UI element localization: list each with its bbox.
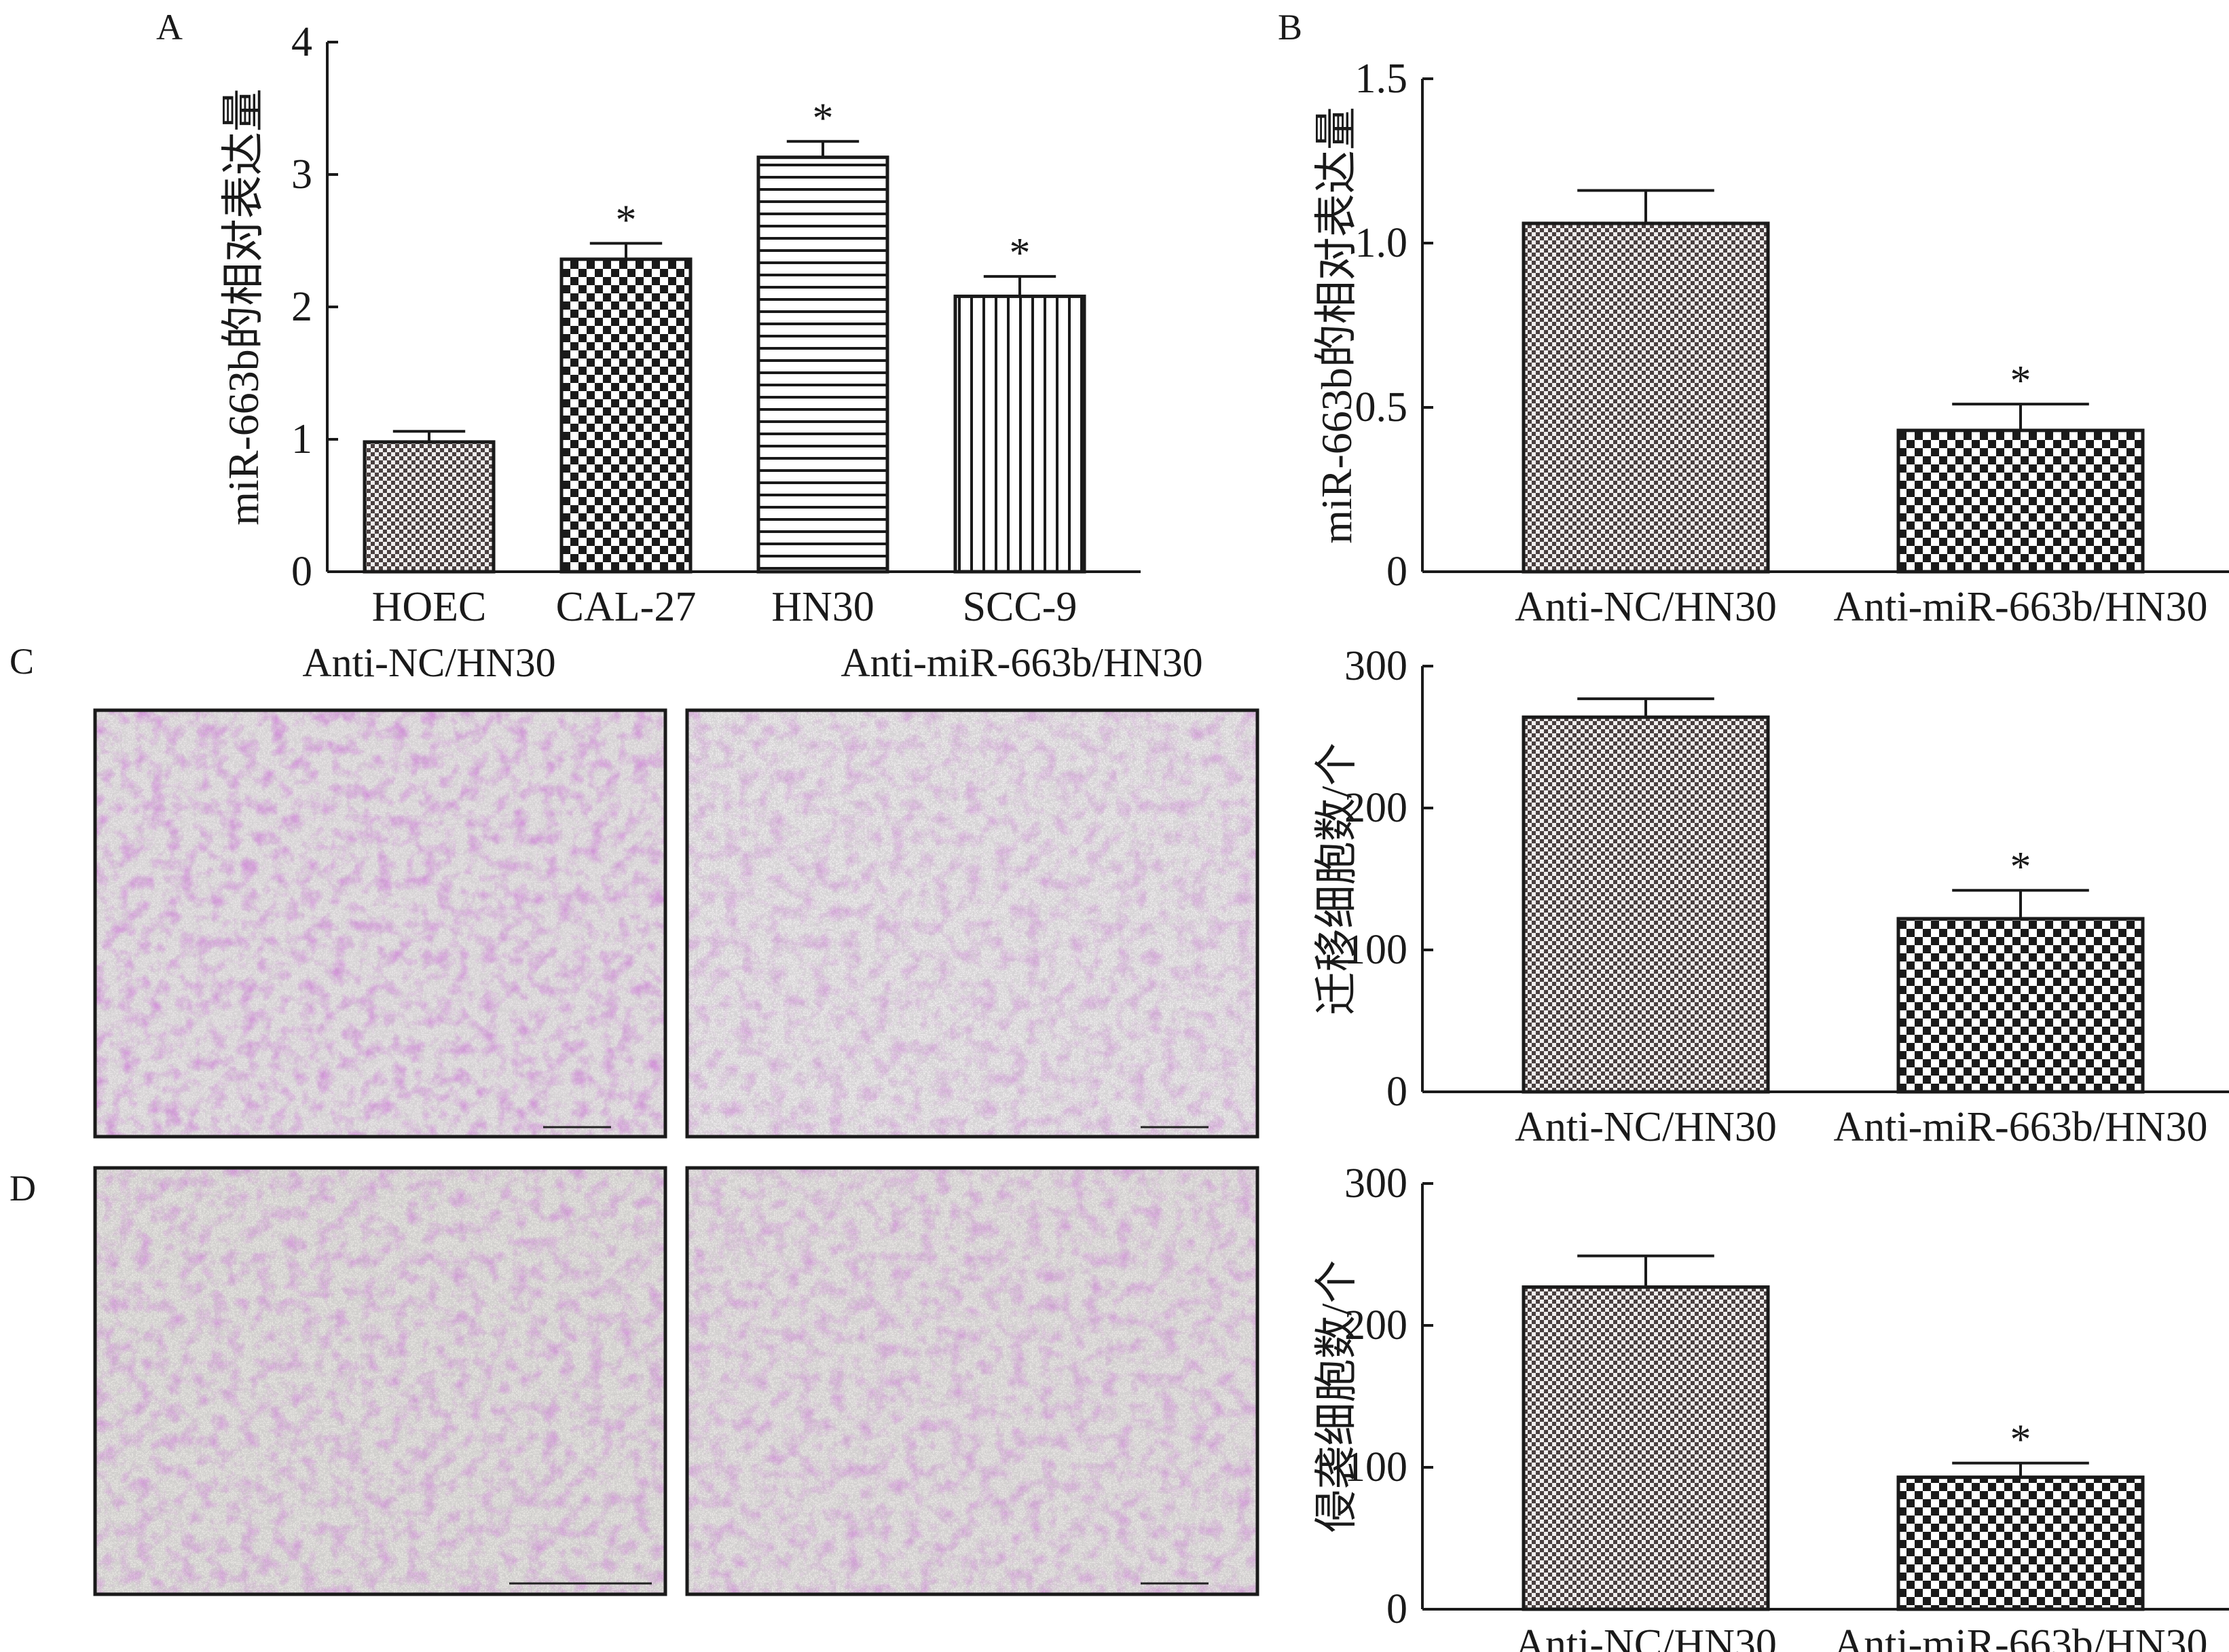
category-label: CAL-27 — [556, 584, 697, 630]
chart-c-migration: 0 100 200 300 迁移细胞数/个 Anti-NC/HN30 * Anti-miR-6… — [1312, 643, 2229, 1150]
panel-label-d: D — [10, 1168, 36, 1209]
significance-mark: * — [2010, 1417, 2031, 1463]
bar — [1522, 221, 1770, 574]
micrograph-frame — [685, 708, 1259, 1139]
panel-label-a: A — [156, 7, 183, 48]
bar — [1522, 715, 1770, 1094]
category-label: Anti-NC/HN30 — [1515, 1621, 1777, 1652]
y-tick-label: 200 — [1344, 785, 1407, 831]
bar — [1896, 917, 2145, 1094]
image-title-inhibitor: Anti-miR-663b/HN30 — [841, 640, 1202, 685]
y-tick-label: 2 — [291, 284, 312, 330]
bar — [756, 155, 889, 574]
bar — [363, 440, 496, 574]
y-tick-label: 1.0 — [1355, 220, 1408, 266]
y-tick-label: 200 — [1344, 1302, 1407, 1348]
y-tick-label: 300 — [1344, 643, 1407, 689]
category-label: Anti-miR-663b/HN30 — [1833, 584, 2207, 630]
micrograph-invasion-inhibitor — [687, 1168, 1257, 1594]
category-label: HOEC — [372, 584, 487, 630]
significance-mark: * — [2010, 358, 2031, 404]
y-tick-label: 100 — [1344, 927, 1407, 973]
significance-mark: * — [616, 197, 637, 243]
bar — [953, 294, 1086, 574]
micrograph-frame — [685, 1166, 1259, 1596]
y-tick-label: 1 — [291, 416, 312, 462]
significance-mark: * — [1010, 230, 1031, 276]
y-tick-label: 0 — [1386, 1069, 1407, 1115]
category-label: Anti-miR-663b/HN30 — [1833, 1621, 2207, 1652]
panel-label-c: C — [10, 641, 34, 682]
category-label: SCC-9 — [963, 584, 1077, 630]
category-label: Anti-NC/HN30 — [1515, 1104, 1777, 1150]
bar — [1896, 428, 2145, 574]
significance-mark: * — [813, 95, 834, 141]
bar — [559, 257, 693, 574]
image-title-control: Anti-NC/HN30 — [302, 640, 555, 685]
panel-label-b: B — [1278, 7, 1302, 48]
y-axis-label: miR-663b的相对表达量 — [219, 88, 268, 526]
micrograph-frame — [93, 1166, 667, 1596]
y-tick-label: 0 — [291, 549, 312, 595]
micrograph-migration-inhibitor — [687, 710, 1257, 1137]
bar — [1896, 1475, 2145, 1611]
chart-a-expression: 0 1 2 3 4 miR-663b的相对表达量 HOEC * CAL-27 * HN30 * SCC-… — [219, 19, 1141, 630]
y-tick-label: 3 — [291, 151, 312, 198]
bar — [1522, 1285, 1770, 1611]
micrograph-migration-control — [95, 710, 665, 1137]
chart-b-expression: 0 0.5 1.0 1.5 miR-663b的相对表达量 Anti-NC/HN30 * Ant… — [1312, 56, 2229, 630]
micrograph-invasion-control — [95, 1168, 665, 1594]
y-tick-label: 1.5 — [1355, 56, 1408, 102]
y-tick-label: 4 — [291, 19, 312, 65]
chart-d-invasion: 0 100 200 300 侵袭细胞数/个 Anti-NC/HN30 * Anti-miR-6… — [1312, 1160, 2229, 1652]
y-tick-label: 0.5 — [1355, 384, 1408, 430]
significance-mark: * — [2010, 844, 2031, 890]
y-axis-label: 迁移细胞数/个 — [1312, 743, 1361, 1016]
micrograph-frame — [93, 708, 667, 1139]
y-axis-label: miR-663b的相对表达量 — [1312, 107, 1361, 544]
category-label: Anti-NC/HN30 — [1515, 584, 1777, 630]
y-axis-label: 侵袭细胞数/个 — [1312, 1260, 1361, 1533]
y-tick-label: 100 — [1344, 1444, 1407, 1490]
y-tick-label: 0 — [1386, 549, 1407, 595]
category-label: HN30 — [771, 584, 874, 630]
y-tick-label: 300 — [1344, 1160, 1407, 1207]
y-tick-label: 0 — [1386, 1586, 1407, 1632]
category-label: Anti-miR-663b/HN30 — [1833, 1104, 2207, 1150]
